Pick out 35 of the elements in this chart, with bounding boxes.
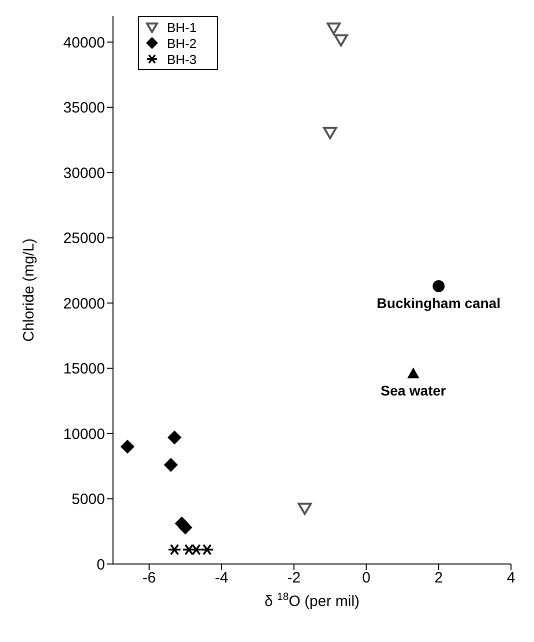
legend-label: BH-1 xyxy=(167,20,197,34)
y-tick-label: 35000 xyxy=(63,100,105,117)
point xyxy=(178,520,192,534)
point xyxy=(120,440,134,454)
y-tick-label: 15000 xyxy=(63,360,105,378)
point xyxy=(407,368,420,378)
x-tick-label: -4 xyxy=(214,570,228,587)
x-tick-label: -6 xyxy=(142,570,156,587)
point xyxy=(326,22,341,35)
y-tick-label: 10000 xyxy=(63,426,105,443)
point xyxy=(164,458,178,472)
point xyxy=(298,502,312,515)
y-axis-title: Chloride (mg/L) xyxy=(20,238,38,342)
point xyxy=(200,544,214,556)
point xyxy=(168,430,182,444)
y-tick-label: 5000 xyxy=(72,491,105,508)
y-tick-label: 0 xyxy=(96,556,105,574)
y-tick-label: 20000 xyxy=(63,295,105,312)
y-tick-label: 40000 xyxy=(63,34,105,52)
legend-label: BH-3 xyxy=(167,52,197,66)
annotation: Buckingham canal xyxy=(376,295,500,312)
point xyxy=(189,544,204,556)
x-axis-title: δ $^{18}$O (per mil) xyxy=(264,591,360,610)
x-tick-label: 4 xyxy=(506,570,516,587)
point xyxy=(323,126,338,140)
point xyxy=(168,544,182,556)
x-tick-label: 0 xyxy=(362,570,370,587)
y-tick-label: 30000 xyxy=(63,164,105,182)
y-tick-label: 25000 xyxy=(63,230,105,248)
x-tick-label: 2 xyxy=(434,570,443,587)
point xyxy=(432,280,445,292)
x-tick-label: -2 xyxy=(287,570,301,587)
legend-label: BH-2 xyxy=(167,36,197,50)
annotation: Sea water xyxy=(380,382,447,398)
point xyxy=(334,34,348,46)
